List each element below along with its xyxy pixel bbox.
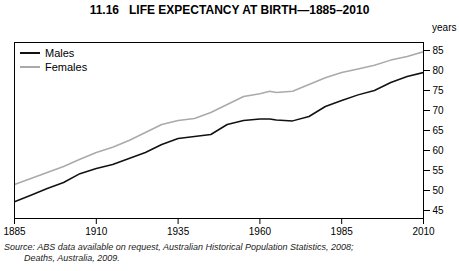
html-text:Females: Females: [45, 61, 88, 73]
svg-text:45: 45: [433, 205, 445, 216]
svg-text:80: 80: [433, 65, 445, 76]
html-text:Males: Males: [45, 47, 75, 59]
svg-text:70: 70: [433, 105, 445, 116]
svg-text:75: 75: [433, 85, 445, 96]
svg-text:years: years: [432, 22, 456, 33]
svg-text:85: 85: [433, 45, 445, 56]
svg-text:1885: 1885: [3, 226, 26, 237]
svg-text:1985: 1985: [331, 226, 354, 237]
html-text:Source: ABS data available on: Source: ABS data available on request, A…: [4, 242, 354, 263]
svg-text:55: 55: [433, 165, 445, 176]
svg-text:50: 50: [433, 185, 445, 196]
svg-text:2010: 2010: [412, 226, 435, 237]
svg-text:1960: 1960: [249, 226, 272, 237]
svg-text:1935: 1935: [167, 226, 190, 237]
svg-text:1910: 1910: [85, 226, 108, 237]
svg-text:60: 60: [433, 145, 445, 156]
html-text:11.16 LIFE EXPECTANCY AT BIRTH: 11.16 LIFE EXPECTANCY AT BIRTH—1885–2010: [89, 3, 370, 17]
svg-text:65: 65: [433, 125, 445, 136]
